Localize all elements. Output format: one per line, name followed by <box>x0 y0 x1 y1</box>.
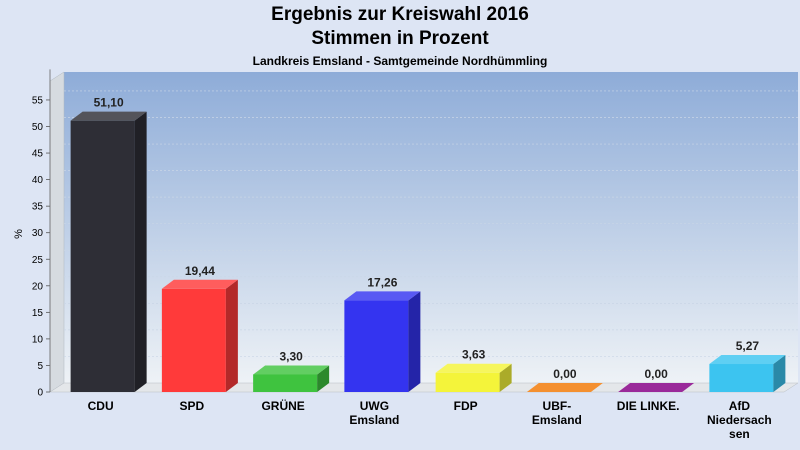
bar-5 <box>526 383 603 392</box>
bar-flat <box>618 383 695 392</box>
bar-side <box>134 111 147 392</box>
bar-top <box>435 363 512 373</box>
bar-1 <box>161 279 238 392</box>
chart-subtitle: Stimmen in Prozent <box>311 28 489 49</box>
y-tick-label: 35 <box>32 202 44 213</box>
x-tick-label: UBF-Emsland <box>532 399 582 427</box>
data-label: 17,26 <box>367 275 397 289</box>
x-tick-label: SPD <box>180 399 205 413</box>
y-tick-label: 25 <box>32 255 44 266</box>
bar-side <box>225 279 238 392</box>
x-tick-label: UWG Emsland <box>349 399 399 427</box>
bar-side <box>317 365 330 392</box>
y-tick-label: 10 <box>32 334 44 345</box>
chart-title: Ergebnis zur Kreiswahl 2016 <box>271 4 529 25</box>
y-tick-label: 0 <box>37 388 43 399</box>
bar-0 <box>70 111 147 392</box>
x-tick-label: CDU <box>88 399 114 413</box>
bar-top <box>70 111 147 121</box>
bar-front <box>435 372 500 392</box>
chart-region: Landkreis Emsland - Samtgemeinde Nordhüm… <box>252 54 548 68</box>
x-tick-label: GRÜNE <box>261 398 304 413</box>
bar-3 <box>344 291 421 392</box>
bar-flat <box>526 383 603 392</box>
bar-top <box>253 365 330 375</box>
data-label: 0,00 <box>644 367 668 381</box>
data-label: 5,27 <box>736 339 760 353</box>
data-label: 51,10 <box>94 96 124 110</box>
bar-7 <box>709 355 786 392</box>
y-tick-label: 50 <box>32 122 44 133</box>
bar-side <box>773 355 786 392</box>
y-tick-label: 40 <box>32 175 44 186</box>
bar-top <box>344 291 421 301</box>
bar-side <box>499 363 512 392</box>
bar-front <box>70 120 135 392</box>
x-tick-label: AfD Niedersach sen <box>707 399 772 441</box>
bar-4 <box>435 363 512 392</box>
data-label: 3,63 <box>462 348 486 362</box>
bar-front <box>253 374 318 392</box>
data-label: 0,00 <box>553 367 577 381</box>
bar-side <box>408 291 421 392</box>
y-tick-label: 20 <box>32 281 44 292</box>
x-tick-label: FDP <box>454 399 478 413</box>
bar-6 <box>618 383 695 392</box>
bar-front <box>709 364 774 392</box>
y-tick-label: 45 <box>32 149 44 160</box>
bar-front <box>161 288 226 392</box>
y-tick-label: 15 <box>32 308 44 319</box>
x-tick-label: DIE LINKE. <box>617 399 680 413</box>
bar-top <box>161 279 238 289</box>
bar-top <box>709 355 786 365</box>
y-tick-label: 30 <box>32 228 44 239</box>
bar-2 <box>253 365 330 392</box>
y-tick-label: 5 <box>37 361 43 372</box>
y-tick-label: 55 <box>32 95 44 106</box>
data-label: 3,30 <box>279 349 303 363</box>
left-wall <box>49 71 65 393</box>
data-label: 19,44 <box>185 264 215 278</box>
y-axis-title: % <box>13 229 25 239</box>
bar-front <box>344 300 409 392</box>
